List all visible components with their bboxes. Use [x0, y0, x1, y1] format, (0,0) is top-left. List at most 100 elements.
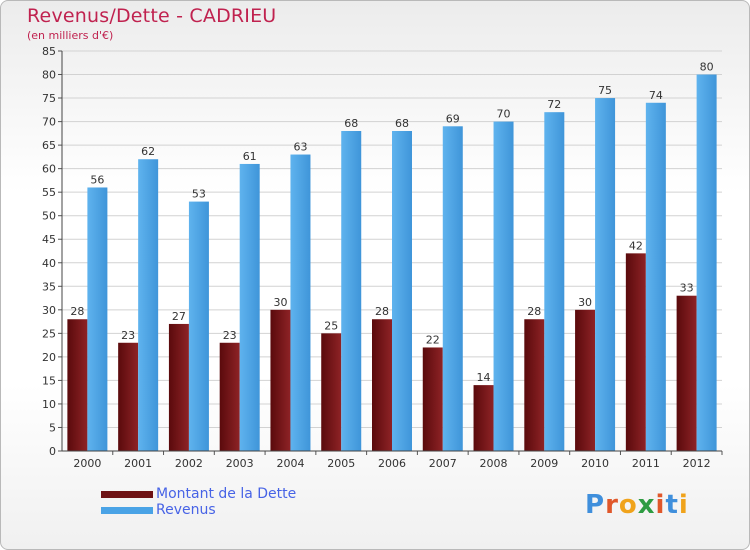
- logo-letter: o: [618, 490, 638, 520]
- bar-debt: [625, 253, 646, 451]
- data-label: 25: [324, 319, 338, 332]
- bar-revenue: [188, 201, 209, 451]
- x-tick-label: 2001: [124, 457, 152, 470]
- y-tick-label: 0: [49, 445, 56, 458]
- x-tick-label: 2009: [530, 457, 558, 470]
- data-label: 68: [395, 117, 409, 130]
- bar-revenue: [87, 187, 108, 451]
- bar-revenue: [595, 98, 616, 451]
- y-axis: 0 5 10 15 20 25 30 35 40 45 50 55 60 65 70 75 80 85: [42, 45, 62, 458]
- data-label: 42: [629, 239, 643, 252]
- data-label: 23: [121, 329, 135, 342]
- chart-title: Revenus/Dette - CADRIEU: [27, 5, 277, 27]
- y-tick-label: 75: [42, 92, 56, 105]
- x-tick-label: 2005: [327, 457, 355, 470]
- logo-letter: P: [585, 490, 606, 520]
- data-label: 53: [192, 188, 206, 201]
- data-label: 61: [243, 150, 257, 163]
- legend-label-revenue: Revenus: [156, 502, 216, 518]
- x-tick-label: 2004: [276, 457, 304, 470]
- data-label: 72: [547, 98, 561, 111]
- data-label: 30: [578, 296, 592, 309]
- y-tick-label: 20: [42, 351, 56, 364]
- logo-letter: r: [605, 490, 619, 520]
- bar-revenue: [442, 126, 463, 451]
- bar-debt: [270, 309, 291, 451]
- bar-revenue: [544, 112, 565, 452]
- logo-letter: i: [655, 490, 666, 520]
- y-tick-label: 55: [42, 186, 56, 199]
- bar-debt: [219, 342, 240, 451]
- bar-debt: [524, 319, 545, 451]
- data-label: 33: [680, 282, 694, 295]
- bar-debt: [67, 319, 88, 451]
- bar-debt: [676, 295, 697, 451]
- y-tick-label: 5: [49, 421, 56, 434]
- data-label: 23: [223, 329, 237, 342]
- data-label: 28: [527, 305, 541, 318]
- y-tick-label: 45: [42, 233, 56, 246]
- data-label: 74: [649, 89, 663, 102]
- value-labels: 28 56 23 62 27 53 23 61 30 63 25 68 28 68 22 69 14 70 28 72…: [70, 61, 713, 385]
- bar-revenue: [645, 102, 666, 451]
- bar-debt: [168, 323, 189, 451]
- y-tick-label: 25: [42, 327, 56, 340]
- data-label: 56: [90, 173, 104, 186]
- data-label: 68: [344, 117, 358, 130]
- legend-swatch-revenue: [101, 507, 153, 514]
- y-tick-label: 80: [42, 69, 56, 82]
- y-tick-label: 30: [42, 304, 56, 317]
- bar-revenue: [341, 131, 362, 451]
- logo-letter: i: [678, 490, 689, 520]
- y-tick-label: 85: [42, 45, 56, 58]
- x-tick-label: 2010: [581, 457, 609, 470]
- legend-label-debt: Montant de la Dette: [156, 486, 297, 502]
- bar-debt: [321, 333, 342, 451]
- x-tick-label: 2012: [683, 457, 711, 470]
- logo-letter: t: [665, 490, 679, 520]
- data-label: 27: [172, 310, 186, 323]
- bar-debt: [473, 385, 494, 451]
- x-tick-label: 2007: [429, 457, 457, 470]
- data-label: 63: [293, 141, 307, 154]
- data-label: 14: [477, 371, 491, 384]
- data-label: 28: [70, 305, 84, 318]
- data-label: 75: [598, 84, 612, 97]
- x-tick-label: 2003: [226, 457, 254, 470]
- logo-letter: x: [637, 490, 656, 520]
- bar-revenue: [392, 131, 412, 451]
- bar-debt: [422, 347, 443, 451]
- x-tick-label: 2000: [73, 457, 101, 470]
- legend-swatch-debt: [101, 491, 153, 498]
- y-tick-label: 60: [42, 163, 56, 176]
- data-label: 22: [426, 333, 440, 346]
- x-tick-label: 2002: [175, 457, 203, 470]
- bar-revenue: [696, 74, 717, 451]
- data-label: 80: [700, 61, 714, 74]
- y-tick-label: 65: [42, 139, 56, 152]
- data-label: 62: [141, 145, 155, 158]
- x-tick-label: 2006: [378, 457, 406, 470]
- y-tick-label: 15: [42, 374, 56, 387]
- y-tick-label: 50: [42, 210, 56, 223]
- data-label: 70: [497, 108, 511, 121]
- y-tick-label: 70: [42, 116, 56, 129]
- y-tick-label: 10: [42, 398, 56, 411]
- x-axis: 2000 2001 2002 2003 2004 2005 2006 2007 2008 2009…: [73, 451, 723, 470]
- data-label: 69: [446, 112, 460, 125]
- bar-revenue: [239, 163, 260, 452]
- x-tick-label: 2011: [632, 457, 660, 470]
- bars: [67, 74, 717, 452]
- bar-revenue: [290, 154, 311, 451]
- bar-revenue: [138, 159, 159, 451]
- data-label: 30: [273, 296, 287, 309]
- data-label: 28: [375, 305, 389, 318]
- y-tick-label: 35: [42, 280, 56, 293]
- bar-debt: [372, 319, 392, 451]
- y-tick-label: 40: [42, 257, 56, 270]
- bar-debt: [575, 309, 596, 451]
- bar-debt: [118, 342, 139, 451]
- bar-revenue: [493, 121, 514, 452]
